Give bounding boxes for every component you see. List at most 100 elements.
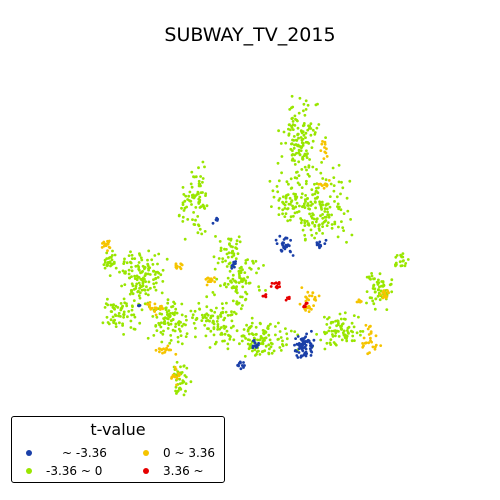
scatter-point (296, 356, 300, 359)
scatter-point (386, 289, 389, 293)
scatter-point (231, 249, 235, 253)
scatter-point (225, 329, 229, 333)
scatter-point (152, 282, 156, 286)
scatter-point (315, 189, 318, 193)
scatter-point (371, 299, 375, 303)
scatter-point (244, 261, 248, 265)
scatter-point (274, 285, 278, 289)
scatter-point (276, 282, 280, 286)
scatter-point (370, 340, 373, 344)
scatter-point (154, 306, 158, 310)
scatter-point (337, 163, 341, 167)
scatter-point (326, 210, 329, 214)
scatter-point (248, 281, 252, 285)
scatter-point (297, 136, 300, 140)
scatter-point (315, 126, 319, 130)
scatter-point (336, 202, 340, 206)
scatter-point (244, 279, 248, 283)
scatter-point (169, 339, 173, 342)
scatter-point (284, 194, 288, 198)
scatter-point (315, 217, 319, 221)
scatter-point (268, 179, 272, 183)
scatter-point (279, 349, 283, 352)
scatter-point (321, 216, 325, 220)
scatter-point (229, 313, 233, 317)
scatter-point (262, 337, 266, 340)
scatter-point (279, 336, 283, 339)
scatter-point (137, 289, 140, 293)
scatter-point (160, 348, 164, 352)
scatter-point (183, 374, 187, 377)
scatter-point (143, 302, 147, 306)
scatter-point (281, 343, 284, 346)
scatter-point (293, 343, 296, 347)
scatter-point (118, 270, 121, 274)
scatter-point (240, 295, 244, 299)
scatter-point (308, 158, 311, 161)
scatter-point (137, 281, 141, 285)
scatter-point (311, 128, 315, 132)
scatter-point (370, 272, 373, 275)
legend: t-value ~ -3.36 -3.36 ~ 0 0 ~ 3.36 3.36 … (11, 416, 225, 483)
scatter-point (325, 147, 328, 151)
scatter-point (338, 312, 342, 316)
scatter-point (325, 207, 329, 211)
scatter-point (227, 251, 231, 255)
scatter-point (268, 347, 271, 351)
scatter-point (134, 284, 138, 288)
scatter-point (339, 317, 343, 321)
scatter-point (159, 331, 163, 334)
scatter-point (302, 305, 305, 309)
scatter-point (301, 344, 304, 348)
scatter-point (216, 328, 220, 331)
scatter-point (212, 320, 215, 324)
scatter-point (347, 325, 351, 329)
scatter-point (271, 189, 275, 193)
scatter-point (146, 293, 150, 297)
scatter-point (269, 285, 273, 288)
scatter-point (264, 289, 267, 292)
scatter-point (334, 331, 338, 335)
scatter-point (337, 225, 340, 229)
scatter-point (300, 196, 303, 199)
scatter-point (313, 132, 317, 136)
scatter-point (324, 182, 327, 186)
scatter-point (311, 291, 315, 295)
legend-marker-red (143, 468, 149, 474)
scatter-point (267, 343, 271, 347)
scatter-point (293, 195, 297, 198)
scatter-point (328, 205, 332, 209)
scatter-point (369, 336, 372, 340)
scatter-point (179, 365, 182, 369)
scatter-point (133, 315, 137, 319)
scatter-point (289, 238, 292, 242)
scatter-point (297, 351, 301, 354)
scatter-point (147, 280, 151, 284)
scatter-point (250, 324, 253, 328)
scatter-point (216, 261, 220, 265)
scatter-point (175, 376, 179, 379)
scatter-point (109, 264, 112, 268)
scatter-point (399, 264, 403, 268)
scatter-point (345, 334, 349, 338)
scatter-point (293, 114, 297, 118)
scatter-point (257, 285, 261, 289)
scatter-point (372, 287, 376, 291)
scatter-point (319, 171, 323, 175)
scatter-point (181, 203, 185, 207)
scatter-point (219, 313, 222, 317)
scatter-point (306, 223, 310, 226)
scatter-point (206, 319, 210, 322)
scatter-point (137, 265, 141, 269)
scatter-point (295, 201, 299, 205)
scatter-point (213, 280, 217, 284)
scatter-point (112, 303, 115, 307)
scatter-point (259, 342, 263, 345)
scatter-point (322, 186, 326, 190)
scatter-point (138, 291, 142, 295)
scatter-point (219, 246, 223, 250)
scatter-point (204, 334, 208, 338)
scatter-point (298, 96, 302, 100)
scatter-point (161, 332, 165, 336)
scatter-point (159, 273, 163, 277)
